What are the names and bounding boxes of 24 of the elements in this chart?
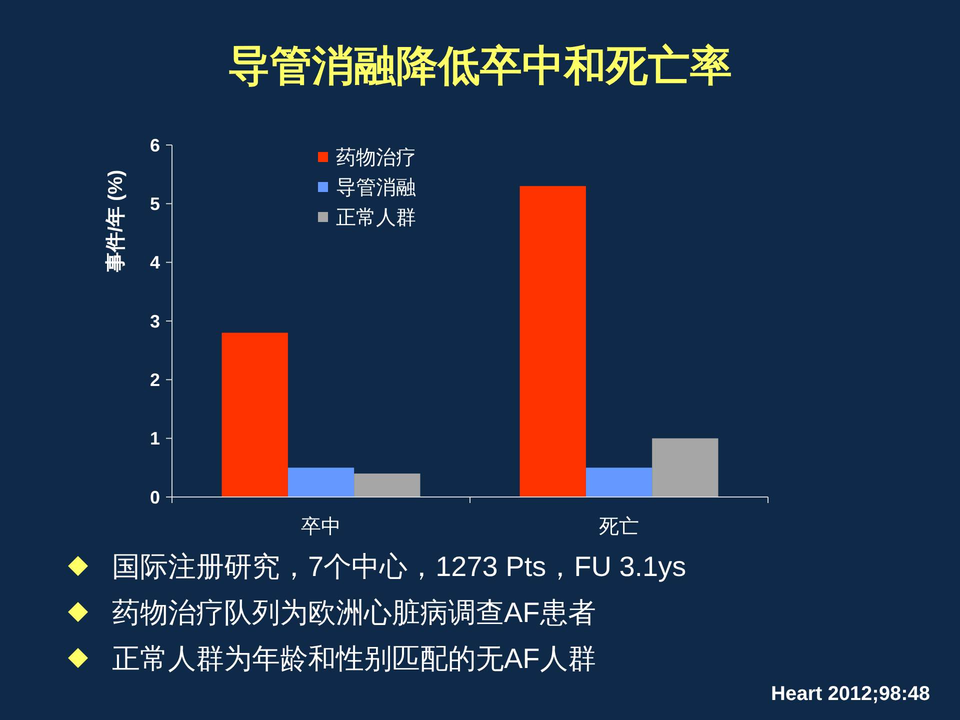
text: 药物治疗队列为欧洲心脏病调查AF患者 [112, 596, 596, 628]
y-tick-label: 3 [150, 311, 160, 332]
bar [222, 332, 288, 497]
bar [586, 468, 652, 497]
legend-label: 正常人群 [336, 207, 416, 229]
text: 正常人群为年龄和性别匹配的无AF人群 [112, 642, 596, 674]
y-tick-label: 4 [150, 252, 160, 273]
y-axis-title: 事件/年 (%) [105, 170, 127, 274]
text: 国际注册研究，7个中心，1273 Pts，FU 3.1ys [112, 550, 686, 582]
bar [288, 468, 354, 497]
legend-label: 药物治疗 [336, 147, 416, 169]
bar [520, 186, 586, 497]
x-tick-label: 死亡 [599, 516, 639, 538]
y-tick-label: 6 [150, 135, 160, 156]
text: Heart 2012;98:48 [771, 683, 930, 705]
x-tick-label: 卒中 [301, 516, 341, 538]
chart-title: 导管消融降低卒中和死亡率 [228, 42, 732, 89]
y-tick-label: 5 [150, 194, 160, 214]
legend-label: 导管消融 [336, 177, 416, 199]
y-tick-label: 1 [150, 428, 160, 449]
bar [354, 474, 420, 497]
y-tick-label: 0 [150, 487, 160, 508]
y-tick-label: 2 [150, 370, 160, 390]
bar [652, 438, 718, 497]
